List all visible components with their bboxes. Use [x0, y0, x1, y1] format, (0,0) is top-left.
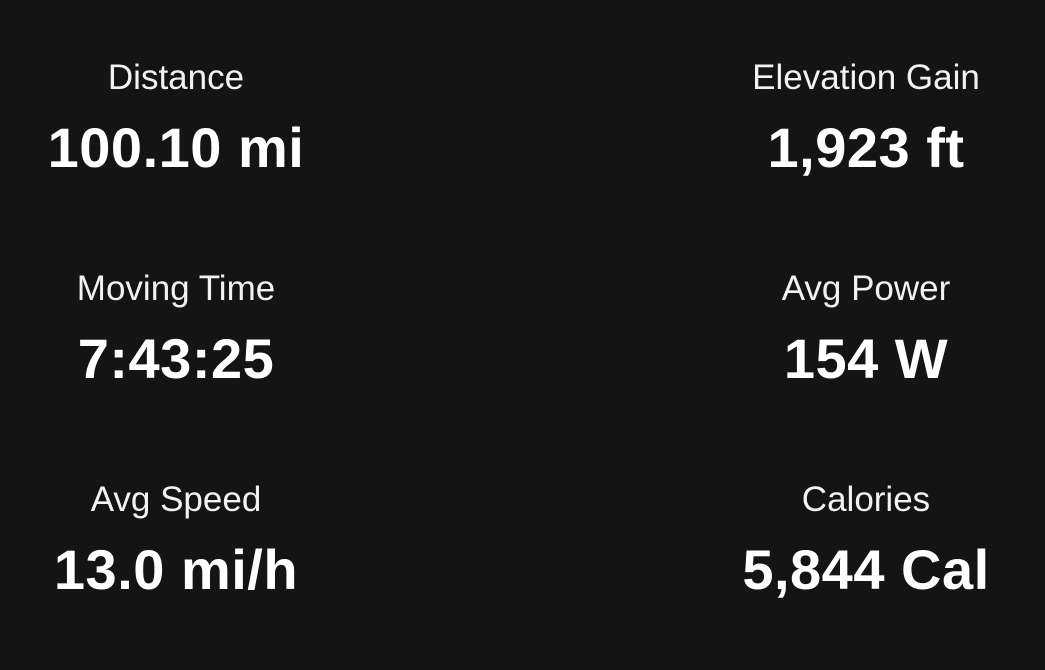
stat-avg-power: Avg Power 154 W: [656, 269, 1045, 391]
stat-label: Avg Power: [781, 269, 951, 308]
stat-label: Calories: [801, 480, 931, 519]
stat-label: Distance: [107, 58, 245, 97]
stat-value: 7:43:25: [77, 327, 275, 390]
stat-value: 100.10 mi: [47, 116, 305, 179]
stat-value: 13.0 mi/h: [53, 538, 299, 601]
stat-value: 5,844 Cal: [742, 538, 990, 601]
stat-label: Avg Speed: [90, 480, 262, 519]
stat-label: Moving Time: [76, 269, 276, 308]
stat-moving-time: Moving Time 7:43:25: [0, 269, 386, 391]
stat-distance: Distance 100.10 mi: [0, 58, 386, 180]
stat-value: 154 W: [783, 327, 949, 390]
stat-label: Elevation Gain: [752, 58, 980, 97]
stat-value: 1,923 ft: [767, 116, 965, 179]
stat-elevation-gain: Elevation Gain 1,923 ft: [656, 58, 1045, 180]
stat-calories: Calories 5,844 Cal: [656, 480, 1045, 602]
stat-avg-speed: Avg Speed 13.0 mi/h: [0, 480, 386, 602]
